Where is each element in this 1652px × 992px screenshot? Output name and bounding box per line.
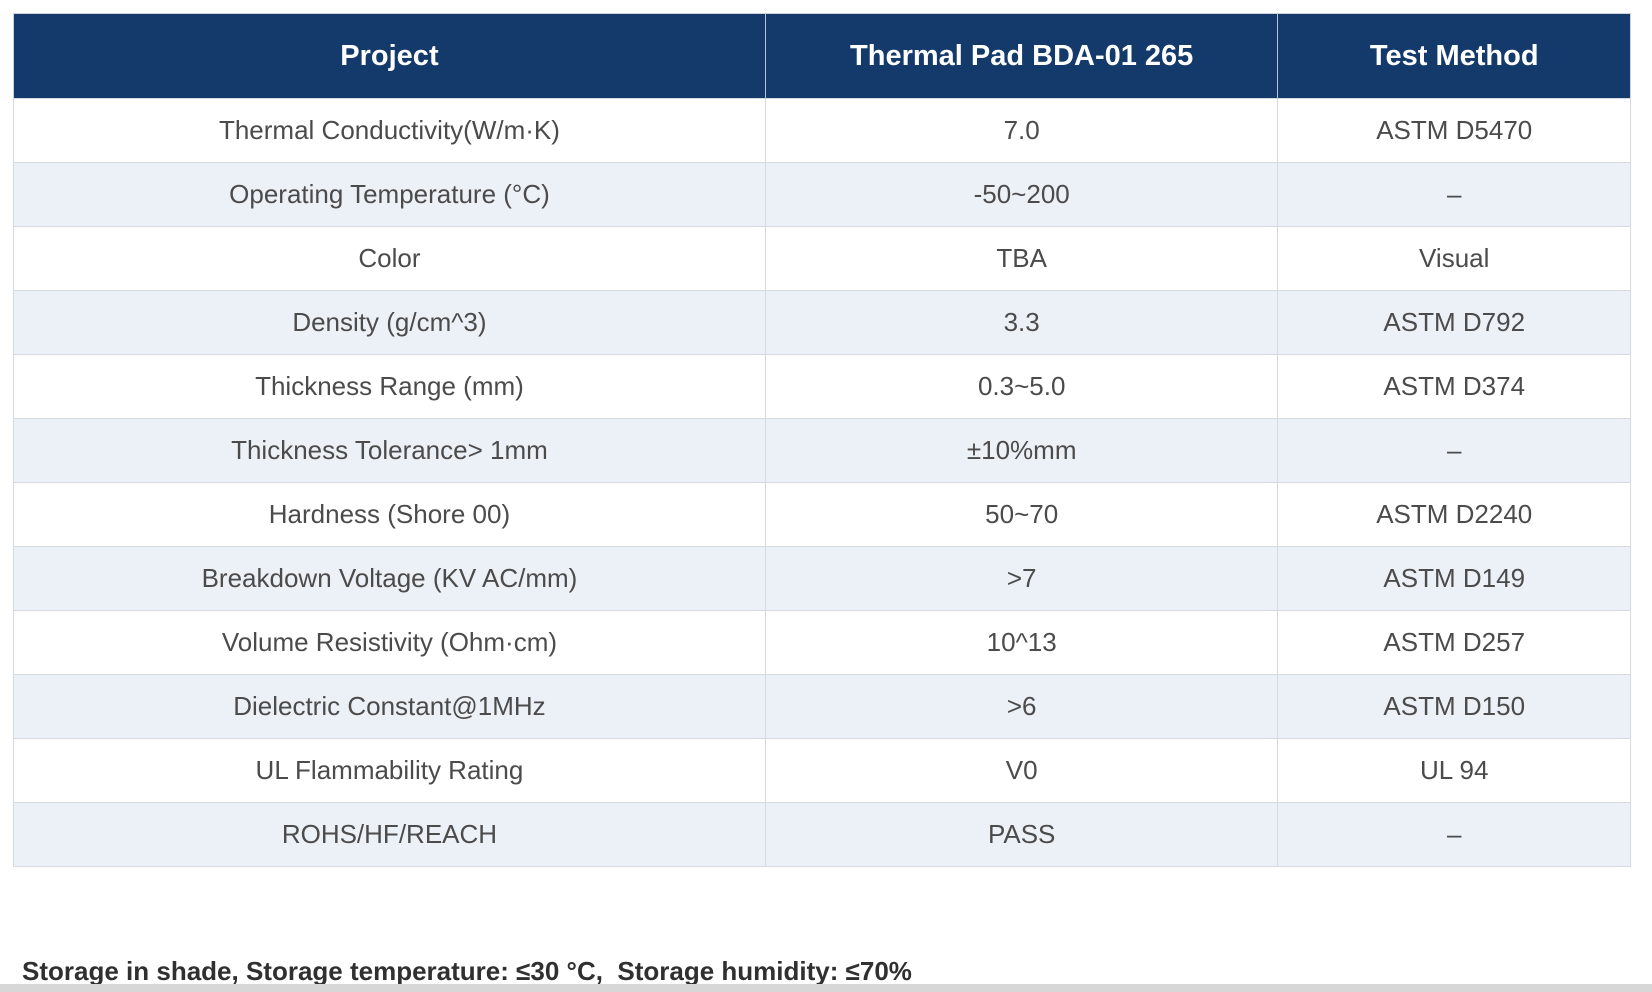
- cell-value: 10^13: [764, 610, 1279, 675]
- bottom-edge-strip: [0, 984, 1652, 992]
- storage-note: Storage in shade, Storage temperature: ≤…: [22, 889, 912, 992]
- table-row: UL Flammability Rating V0 UL 94: [13, 738, 1631, 803]
- cell-project: Volume Resistivity (Ohm·cm): [13, 610, 766, 675]
- column-header-project: Project: [13, 13, 766, 99]
- cell-value: -50~200: [764, 162, 1279, 227]
- table-row: ROHS/HF/REACH PASS –: [13, 802, 1631, 867]
- cell-value: PASS: [764, 802, 1279, 867]
- cell-project: Operating Temperature (°C): [13, 162, 766, 227]
- cell-project: Density (g/cm^3): [13, 290, 766, 355]
- table-row: Hardness (Shore 00) 50~70 ASTM D2240: [13, 482, 1631, 547]
- table-row: Thermal Conductivity(W/m·K) 7.0 ASTM D54…: [13, 98, 1631, 163]
- cell-value: 7.0: [764, 98, 1279, 163]
- footer: Storage in shade, Storage temperature: ≤…: [13, 889, 1631, 992]
- table-row: Density (g/cm^3) 3.3 ASTM D792: [13, 290, 1631, 355]
- cell-test-method: ASTM D5470: [1277, 98, 1631, 163]
- cell-project: Thickness Tolerance> 1mm: [13, 418, 766, 483]
- cell-project: UL Flammability Rating: [13, 738, 766, 803]
- table-row: Thickness Range (mm) 0.3~5.0 ASTM D374: [13, 354, 1631, 419]
- table-row: Volume Resistivity (Ohm·cm) 10^13 ASTM D…: [13, 610, 1631, 675]
- cell-project: Dielectric Constant@1MHz: [13, 674, 766, 739]
- table-header-row: Project Thermal Pad BDA-01 265 Test Meth…: [13, 13, 1631, 99]
- cell-project: Hardness (Shore 00): [13, 482, 766, 547]
- spec-card: Project Thermal Pad BDA-01 265 Test Meth…: [13, 13, 1631, 992]
- column-header-test-method: Test Method: [1277, 13, 1631, 99]
- spec-table: Project Thermal Pad BDA-01 265 Test Meth…: [13, 13, 1631, 867]
- cell-test-method: ASTM D150: [1277, 674, 1631, 739]
- cell-value: TBA: [764, 226, 1279, 291]
- cell-test-method: –: [1277, 802, 1631, 867]
- table-row: Operating Temperature (°C) -50~200 –: [13, 162, 1631, 227]
- cell-value: V0: [764, 738, 1279, 803]
- cell-value: 0.3~5.0: [764, 354, 1279, 419]
- column-header-product: Thermal Pad BDA-01 265: [764, 13, 1278, 99]
- cell-test-method: ASTM D792: [1277, 290, 1631, 355]
- cell-test-method: ASTM D149: [1277, 546, 1631, 611]
- cell-value: 3.3: [764, 290, 1279, 355]
- cell-project: Thermal Conductivity(W/m·K): [13, 98, 766, 163]
- table-row: Dielectric Constant@1MHz >6 ASTM D150: [13, 674, 1631, 739]
- cell-test-method: UL 94: [1277, 738, 1631, 803]
- table-row: Thickness Tolerance> 1mm ±10%mm –: [13, 418, 1631, 483]
- cell-value: >6: [764, 674, 1279, 739]
- cell-project: Breakdown Voltage (KV AC/mm): [13, 546, 766, 611]
- cell-test-method: ASTM D2240: [1277, 482, 1631, 547]
- cell-test-method: –: [1277, 418, 1631, 483]
- cell-value: 50~70: [764, 482, 1279, 547]
- cell-test-method: Visual: [1277, 226, 1631, 291]
- table-row: Breakdown Voltage (KV AC/mm) >7 ASTM D14…: [13, 546, 1631, 611]
- cell-value: ±10%mm: [764, 418, 1279, 483]
- cell-project: ROHS/HF/REACH: [13, 802, 766, 867]
- cell-project: Color: [13, 226, 766, 291]
- cell-value: >7: [764, 546, 1279, 611]
- storage-note-line1: Storage in shade, Storage temperature: ≤…: [22, 956, 912, 986]
- cell-test-method: ASTM D374: [1277, 354, 1631, 419]
- cell-test-method: ASTM D257: [1277, 610, 1631, 675]
- table-row: Color TBA Visual: [13, 226, 1631, 291]
- cell-project: Thickness Range (mm): [13, 354, 766, 419]
- cell-test-method: –: [1277, 162, 1631, 227]
